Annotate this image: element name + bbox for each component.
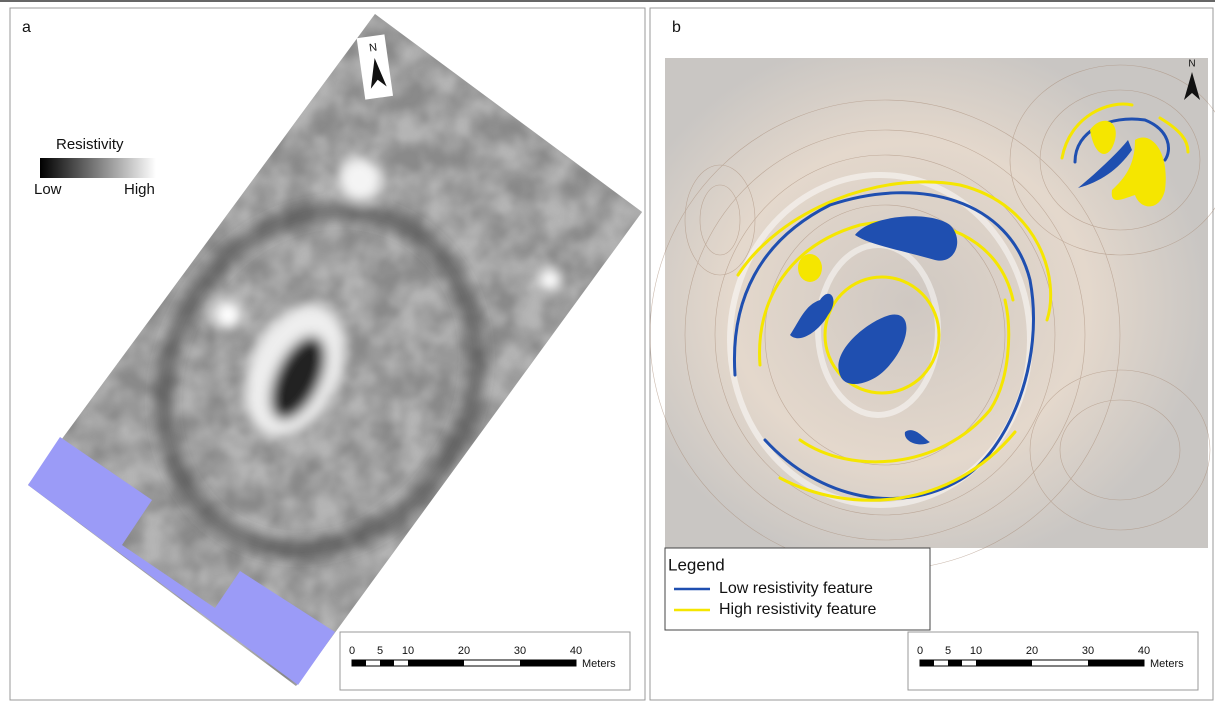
scale-segment — [1088, 660, 1144, 666]
scale-tick-label: 10 — [402, 645, 414, 657]
color-ramp — [40, 158, 156, 178]
top-rule — [0, 0, 1215, 2]
figure: N Resistivity Low High — [0, 0, 1215, 702]
scale-segment — [520, 660, 576, 666]
scale-tick-label: 10 — [970, 645, 982, 657]
legend-title: Legend — [668, 555, 725, 574]
scale-tick-label: 20 — [458, 645, 470, 657]
resistivity-legend: Resistivity Low High — [34, 136, 156, 198]
scale-unit: Meters — [582, 658, 616, 670]
resistivity-raster — [20, 10, 650, 690]
legend-item: High resistivity feature — [719, 601, 876, 618]
scale-segment — [352, 660, 366, 666]
scale-unit: Meters — [1150, 658, 1184, 670]
legend-low: Low — [34, 181, 62, 198]
scale-tick-label: 0 — [349, 645, 355, 657]
scale-segment — [948, 660, 962, 666]
scale-tick-label: 30 — [514, 645, 526, 657]
panel-label: b — [672, 19, 681, 36]
scale-tick-label: 40 — [1138, 645, 1150, 657]
north-label: N — [1188, 59, 1195, 70]
scale-segment — [976, 660, 1032, 666]
north-label: N — [368, 41, 378, 54]
scale-segment — [408, 660, 464, 666]
scale-tick-label: 5 — [377, 645, 383, 657]
panel-label: a — [22, 19, 31, 36]
scale-tick-label: 40 — [570, 645, 582, 657]
feature-legend: Legend Low resistivity feature High resi… — [665, 548, 930, 630]
scale-tick-label: 20 — [1026, 645, 1038, 657]
legend-item: Low resistivity feature — [719, 580, 873, 597]
scale-tick-label: 30 — [1082, 645, 1094, 657]
scale-tick-label: 0 — [917, 645, 923, 657]
legend-high: High — [124, 181, 155, 198]
scale-tick-label: 5 — [945, 645, 951, 657]
scale-segment — [380, 660, 394, 666]
scale-segment — [920, 660, 934, 666]
legend-title: Resistivity — [56, 136, 124, 153]
